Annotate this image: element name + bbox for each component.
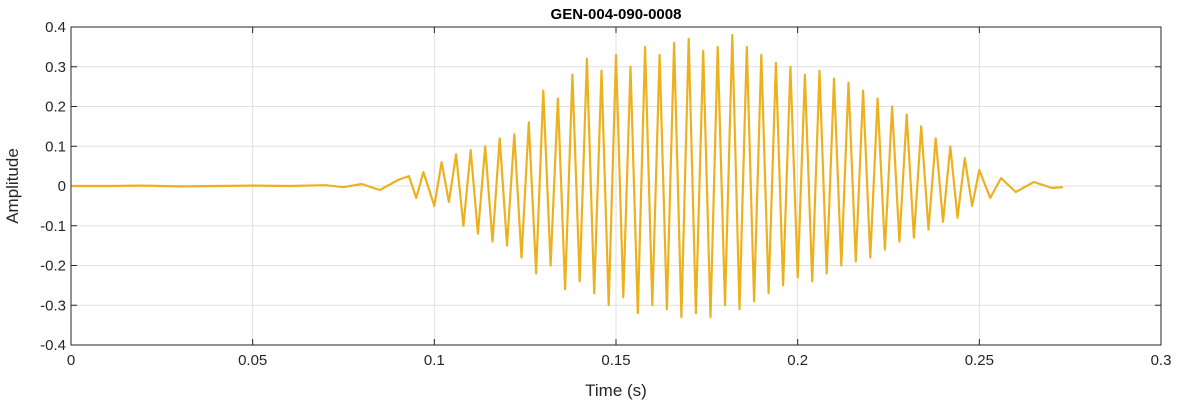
y-tick-label: -0.1 [40,218,66,235]
y-tick-label: 0.2 [45,99,66,116]
y-tick-labels: -0.4 -0.3 -0.2 -0.1 0 0.1 0.2 0.3 0.4 [40,19,66,354]
x-axis-label: Time (s) [585,381,647,400]
y-tick-label: 0.4 [45,19,66,36]
x-tick-label: 0.1 [424,352,445,369]
y-tick-label: 0.3 [45,59,66,76]
x-tick-label: 0.15 [601,352,630,369]
chart-title: GEN-004-090-0008 [551,6,682,23]
x-tick-labels: 0 0.05 0.1 0.15 0.2 0.25 0.3 [67,352,1172,369]
y-tick-label: -0.3 [40,297,66,314]
x-tick-label: 0.25 [965,352,994,369]
y-tick-label: -0.4 [40,337,66,354]
x-tick-label: 0.3 [1151,352,1172,369]
y-tick-label: -0.2 [40,258,66,275]
x-tick-label: 0 [67,352,75,369]
y-tick-label: 0 [58,178,66,195]
plot-border [70,26,1162,346]
x-tick-label: 0.05 [238,352,267,369]
y-axis-label: Amplitude [3,148,22,224]
x-tick-label: 0.2 [787,352,808,369]
y-tick-label: 0.1 [45,138,66,155]
waveform-line [71,33,1063,319]
